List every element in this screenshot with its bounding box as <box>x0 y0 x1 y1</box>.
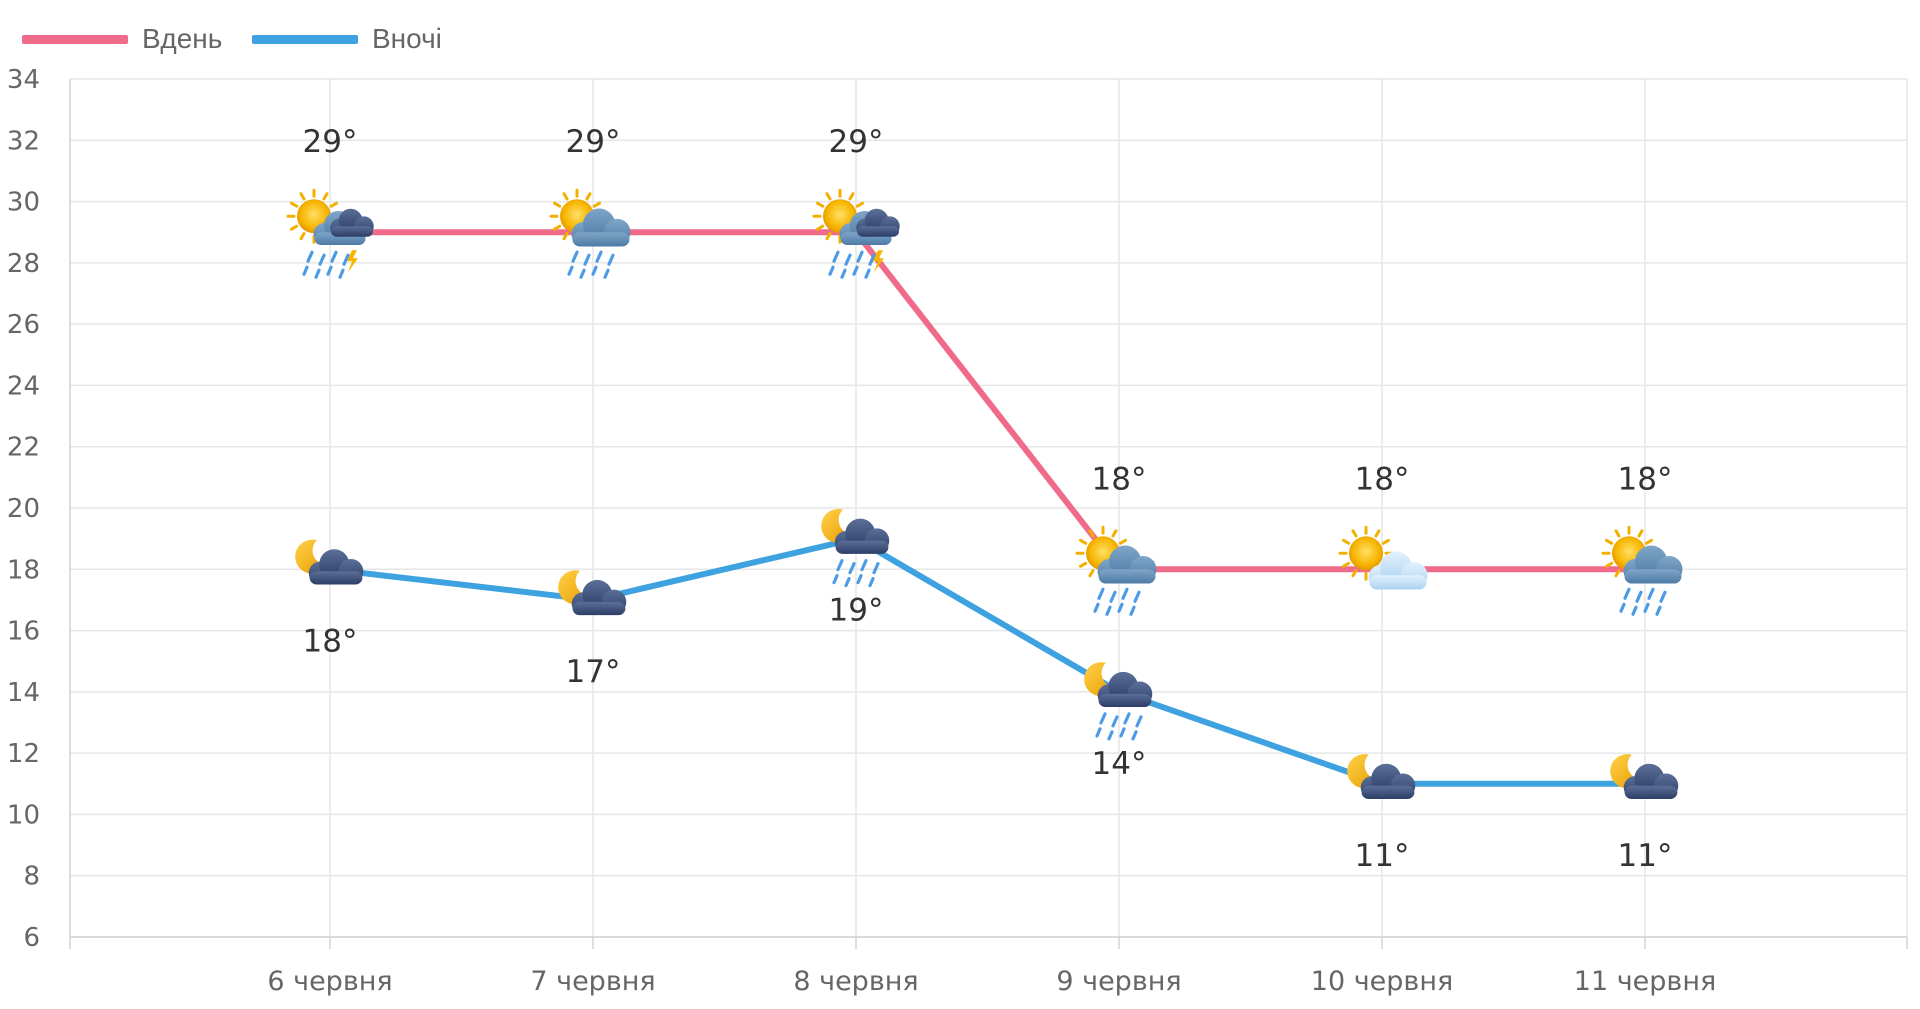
y-tick-label: 34 <box>7 65 40 95</box>
sun-cloud-rain-icon <box>549 188 631 279</box>
x-tick-label: 11 червня <box>1574 966 1716 997</box>
weather-icons <box>286 188 1683 799</box>
night-temp-label: 19° <box>829 593 884 629</box>
y-tick-label: 28 <box>7 249 40 279</box>
day-temp-label: 29° <box>303 124 358 160</box>
day-temp-label: 29° <box>566 124 621 160</box>
y-tick-label: 16 <box>7 617 40 647</box>
y-tick-label: 12 <box>7 739 40 769</box>
legend-swatch <box>22 35 128 44</box>
y-tick-label: 14 <box>7 678 40 708</box>
x-tick-label: 9 червня <box>1056 966 1181 997</box>
y-tick-label: 30 <box>7 188 40 218</box>
y-tick-label: 10 <box>7 800 40 830</box>
y-tick-label: 24 <box>7 371 40 401</box>
sun-cloud-icon <box>1338 525 1428 590</box>
y-tick-label: 8 <box>23 862 40 892</box>
moon-cloud-icon <box>295 539 364 585</box>
moon-cloud-icon <box>1347 754 1416 799</box>
x-tick-label: 10 червня <box>1311 966 1453 997</box>
y-tick-label: 26 <box>7 310 40 340</box>
y-tick-label: 22 <box>7 433 40 463</box>
legend-item-day[interactable]: Вдень <box>22 23 222 54</box>
moon-cloud-icon <box>1610 754 1679 799</box>
sun-cloud-rain-icon <box>1075 525 1157 616</box>
y-tick-label: 6 <box>23 923 40 953</box>
legend-item-night[interactable]: Вночі <box>252 23 442 54</box>
sun-cloud-rain-thunder-icon <box>812 188 900 279</box>
x-tick-label: 7 червня <box>530 966 655 997</box>
day-temp-label: 18° <box>1618 461 1673 497</box>
day-temp-label: 29° <box>829 124 884 160</box>
sun-cloud-rain-thunder-icon <box>286 188 374 279</box>
moon-cloud-icon <box>558 570 627 616</box>
moon-cloud-rain-icon <box>821 508 890 588</box>
chart-grid <box>70 78 1908 938</box>
moon-cloud-rain-icon <box>1084 662 1153 741</box>
y-tick-label: 20 <box>7 494 40 524</box>
day-series-line <box>327 229 1648 573</box>
night-temp-label: 11° <box>1355 838 1410 874</box>
night-temp-label: 14° <box>1092 746 1147 782</box>
day-temp-label: 18° <box>1092 461 1147 497</box>
data-labels: 29° 29° 29° 18° 18° 18° 18° 17° 19° 14° 11° 11° <box>303 124 1673 874</box>
y-tick-label: 32 <box>7 126 40 156</box>
sun-cloud-rain-icon <box>1601 525 1683 616</box>
y-tick-label: 18 <box>7 555 40 585</box>
night-temp-label: 11° <box>1618 838 1673 874</box>
chart-axes: 6 8 10 12 14 16 18 20 22 24 26 28 30 32 34 6 червня 7 че… <box>7 65 1908 997</box>
legend-swatch <box>252 35 358 44</box>
night-temp-label: 17° <box>566 654 621 690</box>
night-series-line <box>327 535 1648 787</box>
day-temp-label: 18° <box>1355 461 1410 497</box>
legend-label: Вночі <box>372 23 442 54</box>
chart-legend: Вдень Вночі <box>22 23 442 54</box>
x-tick-label: 8 червня <box>793 966 918 997</box>
night-temp-label: 18° <box>303 623 358 659</box>
x-tick-label: 6 червня <box>267 966 392 997</box>
legend-label: Вдень <box>142 23 222 54</box>
